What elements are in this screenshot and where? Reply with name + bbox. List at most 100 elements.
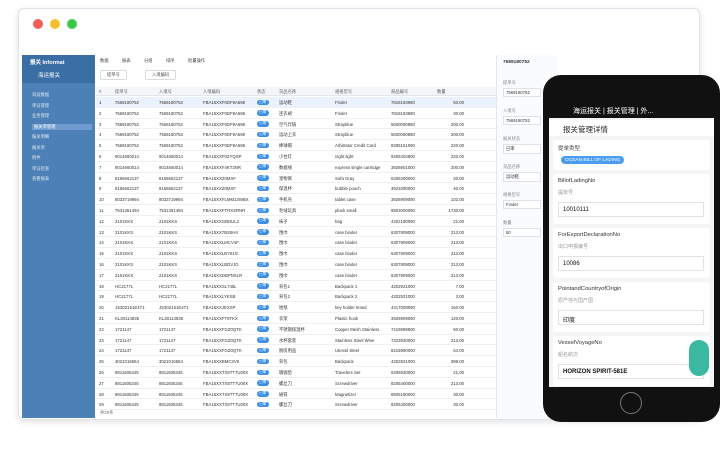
table-cell: case binder xyxy=(335,251,358,257)
max-dot[interactable] xyxy=(67,19,77,29)
table-cell: 213.00 xyxy=(450,337,464,343)
sidebar-item: 业务管理 xyxy=(32,113,50,118)
table-cell: 8811605345 xyxy=(159,402,183,408)
status-badge: 已审 xyxy=(257,239,269,246)
table-row xyxy=(96,399,496,411)
min-dot[interactable] xyxy=(50,19,60,29)
table-cell: FBA15XXTX5TT7U00X xyxy=(203,380,249,386)
detail-label: 货品名称 xyxy=(503,164,521,169)
table-cell: FBA15XXF0DF9A598 xyxy=(203,143,246,149)
table-cell: 6305930000 xyxy=(391,370,415,375)
table-cell: FBA15XX7BS5H4 xyxy=(203,229,238,235)
status-badge: 已审 xyxy=(257,207,269,213)
table-cell: 6307909000 xyxy=(391,272,415,278)
table-cell: Travelers Set xyxy=(335,370,361,375)
table-cell: 3926909090 xyxy=(391,316,415,321)
table-cell: 2 xyxy=(99,110,102,116)
tab: 排序 xyxy=(166,58,175,63)
table-cell: 5600090880 xyxy=(391,132,415,138)
table-cell: 1721147 xyxy=(115,326,132,332)
table-cell: 7569180752 xyxy=(115,121,139,127)
table-cell: FBA15XXF0DF9A598 xyxy=(203,100,246,105)
table-cell: JS302151E4T1 xyxy=(115,305,145,311)
sidebar-item: 报关明细 xyxy=(32,134,50,139)
table-cell: Utensil Steel xyxy=(335,348,360,354)
table-cell: 运动鞋 xyxy=(279,100,292,105)
table-cell: 7569180752 xyxy=(115,143,139,149)
table-cell: 1730.00 xyxy=(448,208,464,213)
status-badge: 已审 xyxy=(257,175,269,181)
table-cell: 10 xyxy=(99,197,104,203)
table-cell: 15 xyxy=(99,251,104,257)
fab[interactable] xyxy=(689,340,709,376)
table-cell: express single cartridge xyxy=(335,164,381,170)
table-cell: 1721147 xyxy=(159,337,176,343)
table-row xyxy=(96,183,496,195)
table-cell: 2101KKS xyxy=(159,272,178,278)
table-cell: FBA15XXJEXSP xyxy=(203,305,236,311)
table-cell: 2101KKS xyxy=(115,218,134,224)
table-cell: 8205400000 xyxy=(391,380,415,386)
field-value: 10086 xyxy=(558,256,704,271)
table-cell: 14 xyxy=(99,240,104,246)
sidebar-item: 单证管理 xyxy=(32,102,50,108)
table-cell: 27 xyxy=(99,380,104,386)
phone-topbar xyxy=(549,102,714,118)
status-badge: 已审 xyxy=(257,401,269,408)
table-cell: 8156662137 xyxy=(115,175,139,181)
field-label: ForExportDeclarationNo xyxy=(558,232,621,238)
status-badge: 已审 xyxy=(257,315,269,321)
table-cell: 厨房用品 xyxy=(279,348,297,354)
table-cell: FBA15XXFGZ0QTK xyxy=(203,337,242,343)
table-row xyxy=(96,216,496,227)
table-cell: case binder xyxy=(335,272,358,278)
table-cell: KL30114935 xyxy=(159,316,184,321)
field-hint: 提单号 xyxy=(558,190,574,196)
table-cell: 2101KKS xyxy=(115,251,134,257)
table-cell: JS302151E4T1 xyxy=(159,305,189,311)
field-label: BillofLadingNo xyxy=(558,178,596,184)
table-cell: night light xyxy=(335,154,354,159)
table-cell: 3021016654 xyxy=(115,359,139,365)
table-cell: 2101KKS xyxy=(115,262,134,267)
table-cell: FBA15XXZ0MXF xyxy=(203,175,236,181)
table-cell: FBA15XXTX5TT7U00X xyxy=(203,370,249,375)
table-cell: 213.00 xyxy=(450,272,464,278)
table-cell: 8156662137 xyxy=(115,186,139,192)
table-row xyxy=(96,367,496,378)
table-cell: 棒球帽 xyxy=(279,143,292,149)
table-row xyxy=(96,237,496,249)
table-cell: 3 xyxy=(99,121,102,127)
status-badge: 已审 xyxy=(257,131,269,138)
table-cell: 6306300000 xyxy=(391,175,415,181)
table-cell: 8505190000 xyxy=(391,391,415,397)
close-dot[interactable] xyxy=(33,19,43,29)
table-cell: 28 xyxy=(99,391,104,397)
table-cell: 6 xyxy=(99,154,102,159)
detail-value: 50 xyxy=(503,228,541,237)
table-cell: 60.00 xyxy=(453,326,464,332)
table-cell: 7 xyxy=(99,164,102,170)
table-row xyxy=(96,270,496,281)
table-cell: 4 xyxy=(99,132,102,138)
table-cell: FBA15XXF4KT3NR xyxy=(203,164,241,170)
table-row xyxy=(96,378,496,389)
field-value: HORIZON SPIRIT-581E xyxy=(558,364,704,379)
table-cell: FBA15XXFGZ0QTK xyxy=(203,348,242,354)
phone-home[interactable] xyxy=(620,392,642,414)
table-header: 入境号 xyxy=(159,89,172,94)
status-badge: 已审 xyxy=(257,391,269,397)
table-cell: 7569180752 xyxy=(159,121,183,127)
table-cell: 20.00 xyxy=(453,175,464,181)
status-badge: 已审 xyxy=(257,250,269,257)
table-cell: 6307909000 xyxy=(391,251,415,257)
table-cell: 2101KKS xyxy=(159,229,178,235)
table-row xyxy=(96,389,496,400)
table-cell: 18 xyxy=(99,283,104,289)
table-cell: 7531351494 xyxy=(115,208,139,213)
table-cell: 50.00 xyxy=(453,100,464,105)
table-cell: Backpack 1 xyxy=(335,283,358,289)
tab: 数据 xyxy=(100,58,109,63)
filter: 入境编码 xyxy=(145,70,177,80)
table-cell: 7569180752 xyxy=(159,110,183,116)
